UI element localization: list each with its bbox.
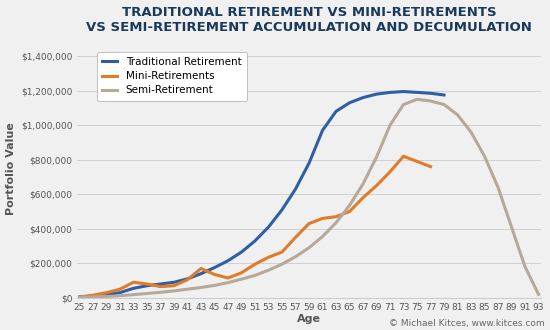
Legend: Traditional Retirement, Mini-Retirements, Semi-Retirement: Traditional Retirement, Mini-Retirements… — [97, 52, 247, 101]
Title: TRADITIONAL RETIREMENT VS MINI-RETIREMENTS
VS SEMI-RETIREMENT ACCUMULATION AND D: TRADITIONAL RETIREMENT VS MINI-RETIREMEN… — [86, 6, 532, 34]
Text: © Michael Kitces, www.kitces.com: © Michael Kitces, www.kitces.com — [389, 319, 544, 328]
X-axis label: Age: Age — [297, 314, 321, 324]
Y-axis label: Portfolio Value: Portfolio Value — [6, 122, 15, 215]
